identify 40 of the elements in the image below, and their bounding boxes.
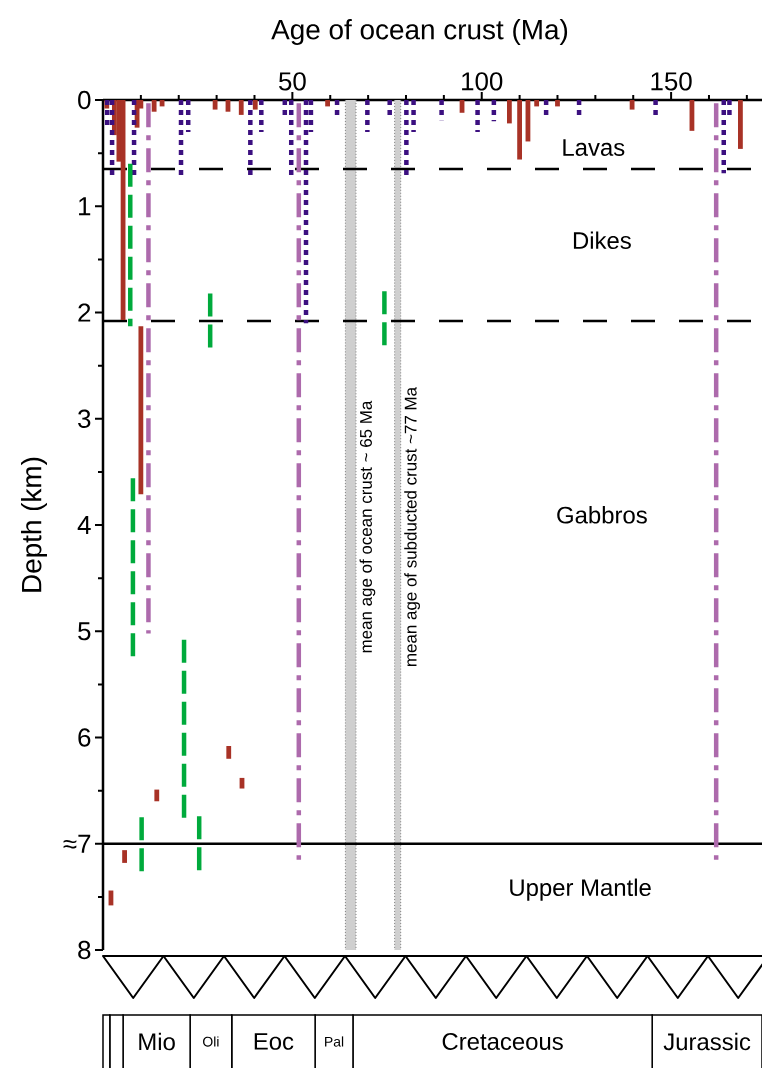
annotation: Upper Mantle bbox=[510, 878, 651, 901]
bar bbox=[534, 100, 540, 107]
bar bbox=[154, 789, 160, 802]
y-tick-label: 1 bbox=[79, 197, 91, 216]
annotation: Lavas bbox=[563, 139, 625, 156]
annotation: Gabbros bbox=[557, 506, 647, 524]
y-tick-label: 2 bbox=[78, 303, 91, 322]
y-tick-label: 3 bbox=[78, 409, 91, 428]
series-label: Pal bbox=[325, 1036, 344, 1047]
band-label: mean age of ocean crust ~ 65 Ma bbox=[359, 400, 376, 653]
x-tick-label: 50 bbox=[278, 72, 306, 91]
annotation: Dikes bbox=[573, 231, 631, 250]
series-label: Oli bbox=[203, 1036, 219, 1047]
series-label: Eoc bbox=[254, 1033, 294, 1050]
y-tick-label: ≈7 bbox=[63, 834, 91, 853]
bar bbox=[738, 100, 743, 149]
bar bbox=[238, 100, 244, 115]
y-tick-label: 5 bbox=[78, 622, 91, 641]
bar bbox=[122, 850, 127, 863]
bar bbox=[325, 100, 330, 107]
bar bbox=[226, 746, 232, 759]
y-axis-title: Depth (km) bbox=[21, 457, 47, 592]
x-axis-title: Age of ocean crust (Ma) bbox=[271, 19, 568, 45]
y-tick-label: 4 bbox=[77, 516, 91, 534]
bar bbox=[138, 326, 144, 495]
series-label: Cretaceous bbox=[442, 1033, 563, 1050]
bar bbox=[506, 100, 512, 124]
y-tick-label: 8 bbox=[78, 940, 91, 960]
y-tick-label: 6 bbox=[78, 728, 91, 747]
bar bbox=[212, 100, 218, 110]
x-tick-label: 150 bbox=[651, 72, 692, 91]
bar bbox=[151, 100, 157, 112]
series-label: Jurassic bbox=[663, 1032, 751, 1051]
bar bbox=[517, 100, 523, 160]
x-tick-label: 100 bbox=[462, 72, 503, 91]
bar bbox=[252, 100, 258, 110]
band-label: mean age of subducted crust ~77 Ma bbox=[404, 387, 420, 666]
y-tick-label: 0 bbox=[78, 90, 91, 110]
series-label: Mio bbox=[139, 1032, 175, 1051]
bar bbox=[555, 100, 560, 107]
